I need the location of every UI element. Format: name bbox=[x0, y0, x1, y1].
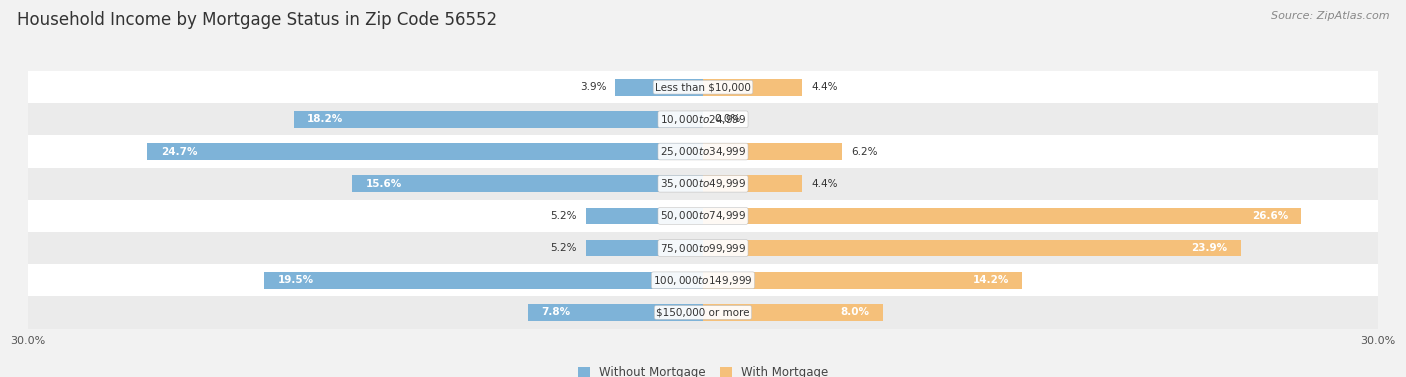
Text: $100,000 to $149,999: $100,000 to $149,999 bbox=[654, 274, 752, 287]
Bar bbox=[703, 143, 842, 160]
Text: $50,000 to $74,999: $50,000 to $74,999 bbox=[659, 209, 747, 222]
Bar bbox=[616, 79, 703, 95]
Bar bbox=[703, 207, 1302, 224]
Bar bbox=[527, 304, 703, 321]
Text: $150,000 or more: $150,000 or more bbox=[657, 308, 749, 317]
FancyBboxPatch shape bbox=[17, 103, 1389, 135]
FancyBboxPatch shape bbox=[17, 296, 1389, 328]
Bar bbox=[703, 304, 883, 321]
Bar bbox=[294, 111, 703, 128]
FancyBboxPatch shape bbox=[17, 71, 1389, 103]
Text: $10,000 to $24,999: $10,000 to $24,999 bbox=[659, 113, 747, 126]
Text: 15.6%: 15.6% bbox=[366, 179, 402, 189]
Text: $75,000 to $99,999: $75,000 to $99,999 bbox=[659, 242, 747, 254]
Bar bbox=[264, 272, 703, 289]
FancyBboxPatch shape bbox=[17, 200, 1389, 232]
Bar bbox=[586, 240, 703, 256]
Text: 5.2%: 5.2% bbox=[551, 243, 576, 253]
Text: 3.9%: 3.9% bbox=[579, 82, 606, 92]
Text: 7.8%: 7.8% bbox=[541, 308, 571, 317]
Bar bbox=[703, 79, 801, 95]
Bar bbox=[703, 240, 1240, 256]
Text: 8.0%: 8.0% bbox=[841, 308, 869, 317]
Text: $35,000 to $49,999: $35,000 to $49,999 bbox=[659, 177, 747, 190]
Text: 14.2%: 14.2% bbox=[973, 275, 1010, 285]
FancyBboxPatch shape bbox=[17, 135, 1389, 168]
Bar bbox=[703, 175, 801, 192]
Bar bbox=[352, 175, 703, 192]
Bar bbox=[586, 207, 703, 224]
Text: $25,000 to $34,999: $25,000 to $34,999 bbox=[659, 145, 747, 158]
FancyBboxPatch shape bbox=[17, 264, 1389, 296]
Text: Source: ZipAtlas.com: Source: ZipAtlas.com bbox=[1271, 11, 1389, 21]
Bar bbox=[703, 272, 1022, 289]
Text: Less than $10,000: Less than $10,000 bbox=[655, 82, 751, 92]
Text: 18.2%: 18.2% bbox=[307, 114, 343, 124]
Text: 5.2%: 5.2% bbox=[551, 211, 576, 221]
Text: 0.0%: 0.0% bbox=[714, 114, 741, 124]
Text: Household Income by Mortgage Status in Zip Code 56552: Household Income by Mortgage Status in Z… bbox=[17, 11, 496, 29]
FancyBboxPatch shape bbox=[17, 232, 1389, 264]
Text: 4.4%: 4.4% bbox=[811, 82, 838, 92]
Text: 6.2%: 6.2% bbox=[852, 147, 877, 156]
Text: 4.4%: 4.4% bbox=[811, 179, 838, 189]
Text: 24.7%: 24.7% bbox=[160, 147, 197, 156]
Legend: Without Mortgage, With Mortgage: Without Mortgage, With Mortgage bbox=[574, 362, 832, 377]
FancyBboxPatch shape bbox=[17, 168, 1389, 200]
Text: 19.5%: 19.5% bbox=[278, 275, 314, 285]
Text: 26.6%: 26.6% bbox=[1251, 211, 1288, 221]
Bar bbox=[148, 143, 703, 160]
Text: 23.9%: 23.9% bbox=[1191, 243, 1227, 253]
